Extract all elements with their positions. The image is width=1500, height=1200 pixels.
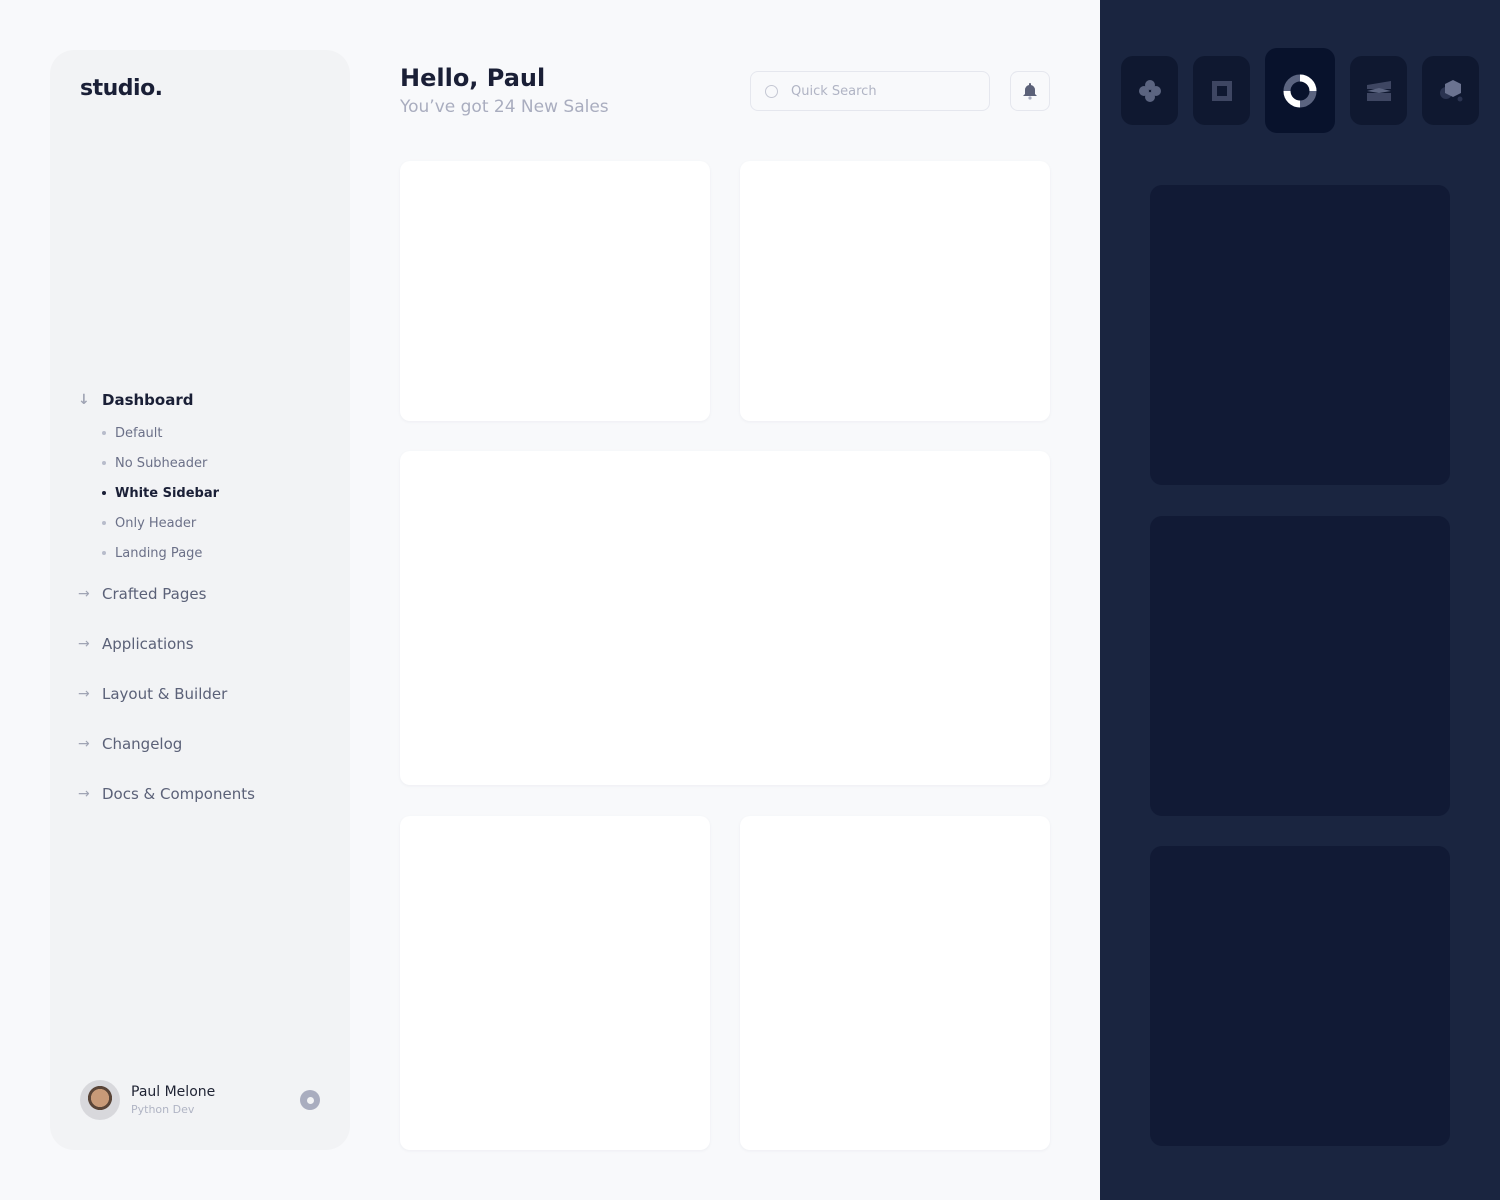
bullet-icon: [102, 521, 106, 525]
bullet-icon: [102, 431, 106, 435]
user-name: Paul Melone: [131, 1084, 216, 1100]
subnav-item-default[interactable]: Default: [102, 418, 255, 448]
right-panel: [1100, 0, 1500, 1200]
dark-panel-2: [1150, 516, 1450, 816]
page-title: Hello, Paul: [400, 64, 546, 92]
search-input[interactable]: [791, 83, 971, 99]
user-profile[interactable]: Paul Melone Python Dev: [80, 1080, 320, 1120]
ring-icon: [1283, 74, 1317, 107]
arrow-right-icon: →: [78, 786, 90, 802]
bullet-icon: [102, 491, 106, 495]
bullet-icon: [102, 551, 106, 555]
dashboard-submenu: Default No Subheader White Sidebar Only …: [102, 418, 255, 568]
nav-item-applications[interactable]: → Applications: [78, 635, 194, 653]
nav-item-crafted-pages[interactable]: → Crafted Pages: [78, 585, 207, 603]
user-role: Python Dev: [131, 1103, 195, 1116]
card-bottom-left: [400, 816, 710, 1150]
arrow-right-icon: →: [78, 636, 90, 652]
search-icon: [765, 84, 778, 98]
card-top-left: [400, 161, 710, 421]
app-hexagon[interactable]: [1422, 56, 1479, 125]
square-frame-icon: [1211, 80, 1232, 101]
nav-item-changelog[interactable]: → Changelog: [78, 735, 183, 753]
nav-item-docs-components[interactable]: → Docs & Components: [78, 785, 255, 803]
search-box[interactable]: [750, 71, 990, 111]
arrow-right-icon: →: [78, 686, 90, 702]
subnav-item-no-subheader[interactable]: No Subheader: [102, 448, 255, 478]
app-stripes[interactable]: [1350, 56, 1407, 125]
subnav-item-landing-page[interactable]: Landing Page: [102, 538, 255, 568]
card-top-right: [740, 161, 1050, 421]
notifications-button[interactable]: [1010, 71, 1050, 111]
app-flower[interactable]: [1121, 56, 1178, 125]
arrow-right-icon: →: [78, 736, 90, 752]
dark-panel-1: [1150, 185, 1450, 485]
subnav-item-white-sidebar[interactable]: White Sidebar: [102, 478, 255, 508]
bullet-icon: [102, 461, 106, 465]
hexagon-icon: [1439, 79, 1462, 101]
sidebar-nav: ↓ Dashboard Default No Subheader White Si…: [78, 388, 255, 806]
app-square[interactable]: [1193, 56, 1250, 125]
card-wide: [400, 451, 1050, 785]
logo[interactable]: studio.: [80, 76, 163, 101]
avatar[interactable]: [80, 1080, 120, 1120]
bell-icon: [1023, 83, 1037, 100]
stripes-icon: [1366, 80, 1391, 101]
nav-item-dashboard[interactable]: ↓ Dashboard: [78, 391, 194, 409]
arrow-right-icon: →: [78, 586, 90, 602]
gear-icon[interactable]: [300, 1090, 320, 1110]
dark-panel-3: [1150, 846, 1450, 1146]
nav-item-layout-builder[interactable]: → Layout & Builder: [78, 685, 228, 703]
flower-icon: [1138, 79, 1161, 102]
card-bottom-right: [740, 816, 1050, 1150]
app-ring[interactable]: [1265, 48, 1335, 133]
arrow-down-icon: ↓: [78, 392, 90, 408]
sidebar: studio. ↓ Dashboard Default No Subheader …: [50, 50, 350, 1150]
page-subtitle: You’ve got 24 New Sales: [400, 97, 609, 117]
subnav-item-only-header[interactable]: Only Header: [102, 508, 255, 538]
